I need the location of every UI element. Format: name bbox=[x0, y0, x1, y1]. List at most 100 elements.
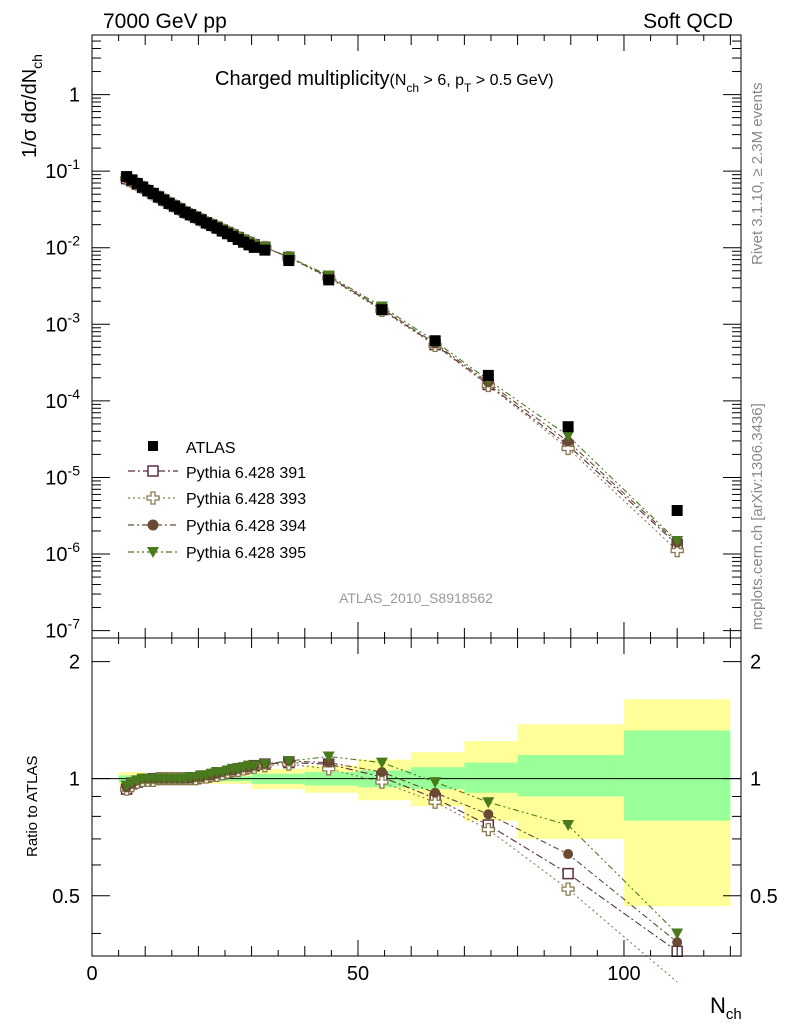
upper-y-axis-label-sub: ch bbox=[29, 54, 45, 69]
upper-point-atlas bbox=[248, 241, 260, 253]
upper-line-Pythia 6.428 394 bbox=[126, 177, 678, 544]
legend-marker-395 bbox=[147, 547, 159, 558]
upper-y-tick-label-base: 10 bbox=[45, 161, 67, 183]
ratio-point-Pythia 6.428 394 bbox=[672, 937, 683, 948]
legend-entry-394: Pythia 6.428 394 bbox=[128, 518, 306, 535]
upper-point-atlas bbox=[671, 505, 683, 517]
upper-point-atlas bbox=[562, 421, 574, 433]
x-axis-label-sub: ch bbox=[726, 1006, 742, 1023]
legend-marker-391 bbox=[147, 465, 159, 477]
ratio-point-Pythia 6.428 391 bbox=[562, 867, 574, 880]
upper-y-tick-label: 10-4 bbox=[45, 386, 80, 413]
legend: ATLAS Pythia 6.428 391 Pythia 6.428 393 … bbox=[128, 440, 306, 562]
x-axis-label-main: N bbox=[710, 993, 726, 1018]
upper-y-axis-label: 1/σ dσ/dNch bbox=[19, 54, 45, 158]
lower-y-tick-label: 0.5 bbox=[52, 886, 80, 908]
legend-label-atlas: ATLAS bbox=[186, 440, 236, 457]
upper-y-tick-label-base: 10 bbox=[45, 238, 67, 260]
upper-y-tick-label: 10-6 bbox=[45, 539, 80, 566]
analysis-label: ATLAS_2010_S8918562 bbox=[339, 590, 493, 606]
upper-y-tick-label: 10-1 bbox=[45, 156, 80, 183]
header-left: 7000 GeV pp bbox=[103, 10, 227, 33]
legend-marker-394 bbox=[147, 519, 159, 531]
legend-entry-395: Pythia 6.428 395 bbox=[128, 545, 306, 562]
legend-label-395: Pythia 6.428 395 bbox=[186, 545, 306, 562]
uncertainty-band-green bbox=[464, 762, 518, 793]
upper-y-tick-label: 10-5 bbox=[45, 462, 80, 489]
upper-point-Pythia 6.428 395 bbox=[562, 430, 575, 442]
upper-y-tick-label: 1 bbox=[69, 85, 80, 107]
ratio-point-Pythia 6.428 395 bbox=[562, 820, 575, 832]
uncertainty-band-green bbox=[623, 730, 731, 821]
ratio-point-Pythia 6.428 394 bbox=[430, 787, 441, 798]
upper-line-Pythia 6.428 395 bbox=[126, 177, 678, 542]
ratio-point-Pythia 6.428 394 bbox=[563, 849, 574, 860]
ratio-point-Pythia 6.428 394 bbox=[483, 809, 494, 820]
lower-y-tick-label-right: 0.5 bbox=[750, 886, 778, 908]
x-axis-label: Nch bbox=[710, 993, 742, 1023]
upper-y-tick-label-base: 10 bbox=[45, 621, 67, 643]
ratio-point-Pythia 6.428 393 bbox=[561, 882, 575, 896]
upper-point-Pythia 6.428 393 bbox=[670, 543, 684, 558]
upper-point-atlas bbox=[323, 274, 335, 286]
plot-title: Charged multiplicity(Nch > 6, pT > 0.5 G… bbox=[215, 68, 554, 95]
ratio-point-Pythia 6.428 393 bbox=[428, 795, 442, 809]
plot-title-cut-close: > 0.5 GeV) bbox=[471, 72, 553, 89]
ratio-point-Pythia 6.428 395 bbox=[482, 797, 495, 809]
lower-y-tick-label: 2 bbox=[69, 652, 80, 674]
lower-y-tick-label-right: 2 bbox=[750, 652, 761, 674]
x-tick-label: 100 bbox=[607, 963, 640, 985]
ratio-point-Pythia 6.428 394 bbox=[323, 757, 334, 768]
upper-y-tick-label-exp: -3 bbox=[68, 309, 81, 325]
ratio-point-Pythia 6.428 395 bbox=[375, 757, 388, 769]
upper-line-Pythia 6.428 391 bbox=[126, 178, 678, 545]
upper-y-tick-label-exp: -6 bbox=[68, 539, 81, 555]
upper-point-atlas bbox=[429, 335, 441, 347]
plot-title-cut-open: (N bbox=[390, 72, 407, 89]
lower-y-tick-label: 1 bbox=[69, 769, 80, 791]
upper-line-Pythia 6.428 393 bbox=[126, 178, 678, 551]
upper-point-atlas bbox=[283, 255, 295, 267]
upper-panel: 10-710-610-510-410-310-210-11 bbox=[45, 34, 742, 643]
upper-y-tick-label-exp: -5 bbox=[68, 462, 81, 478]
lower-frame bbox=[91, 637, 742, 957]
upper-point-atlas bbox=[482, 369, 494, 381]
ratio-point-Pythia 6.428 395 bbox=[258, 759, 271, 771]
upper-y-tick-label-base: 10 bbox=[45, 544, 67, 566]
legend-marker-atlas bbox=[148, 441, 158, 451]
upper-point-atlas bbox=[376, 304, 388, 316]
upper-y-tick-label-exp: -7 bbox=[68, 616, 81, 632]
legend-label-394: Pythia 6.428 394 bbox=[186, 518, 306, 535]
upper-y-tick-label-exp: -4 bbox=[68, 386, 81, 402]
legend-entry-atlas: ATLAS bbox=[148, 440, 236, 457]
plot-title-sub-t: T bbox=[464, 81, 472, 95]
upper-y-tick-label-exp: -2 bbox=[68, 233, 81, 249]
upper-y-tick-label-base: 10 bbox=[45, 314, 67, 336]
ratio-point-Pythia 6.428 395 bbox=[248, 760, 261, 772]
uncertainty-band-green bbox=[517, 755, 624, 797]
ratio-point-Pythia 6.428 395 bbox=[282, 756, 295, 768]
ratio-point-Pythia 6.428 395 bbox=[671, 928, 684, 940]
header-right: Soft QCD bbox=[643, 10, 733, 33]
legend-entry-393: Pythia 6.428 393 bbox=[128, 491, 306, 508]
ratio-point-Pythia 6.428 395 bbox=[429, 777, 442, 789]
lower-y-axis-label: Ratio to ATLAS bbox=[24, 756, 41, 857]
legend-label-393: Pythia 6.428 393 bbox=[186, 491, 306, 508]
mcplots-label: mcplots.cern.ch [arXiv:1306.3436] bbox=[749, 403, 766, 630]
upper-y-tick-label: 10-2 bbox=[45, 233, 80, 260]
upper-point-Pythia 6.428 395 bbox=[671, 535, 684, 547]
legend-marker-393 bbox=[146, 491, 160, 505]
legend-label-391: Pythia 6.428 391 bbox=[186, 465, 306, 482]
plot-title-sub-ch: ch bbox=[406, 81, 419, 95]
legend-entry-391: Pythia 6.428 391 bbox=[128, 465, 306, 482]
lower-y-tick-label-right: 1 bbox=[750, 769, 761, 791]
upper-y-axis-label-main: 1/σ dσ/dN bbox=[19, 69, 41, 158]
x-tick-label: 50 bbox=[347, 963, 369, 985]
x-tick-label: 0 bbox=[86, 963, 97, 985]
lower-panel: 0.5 0.5 1 1 2 2 bbox=[52, 637, 778, 983]
ratio-point-Pythia 6.428 394 bbox=[376, 767, 387, 778]
upper-y-tick-label-base: 1 bbox=[69, 85, 80, 107]
rivet-version-label: Rivet 3.1.10, ≥ 2.3M events bbox=[749, 83, 766, 266]
upper-point-Pythia 6.428 393 bbox=[561, 441, 575, 456]
